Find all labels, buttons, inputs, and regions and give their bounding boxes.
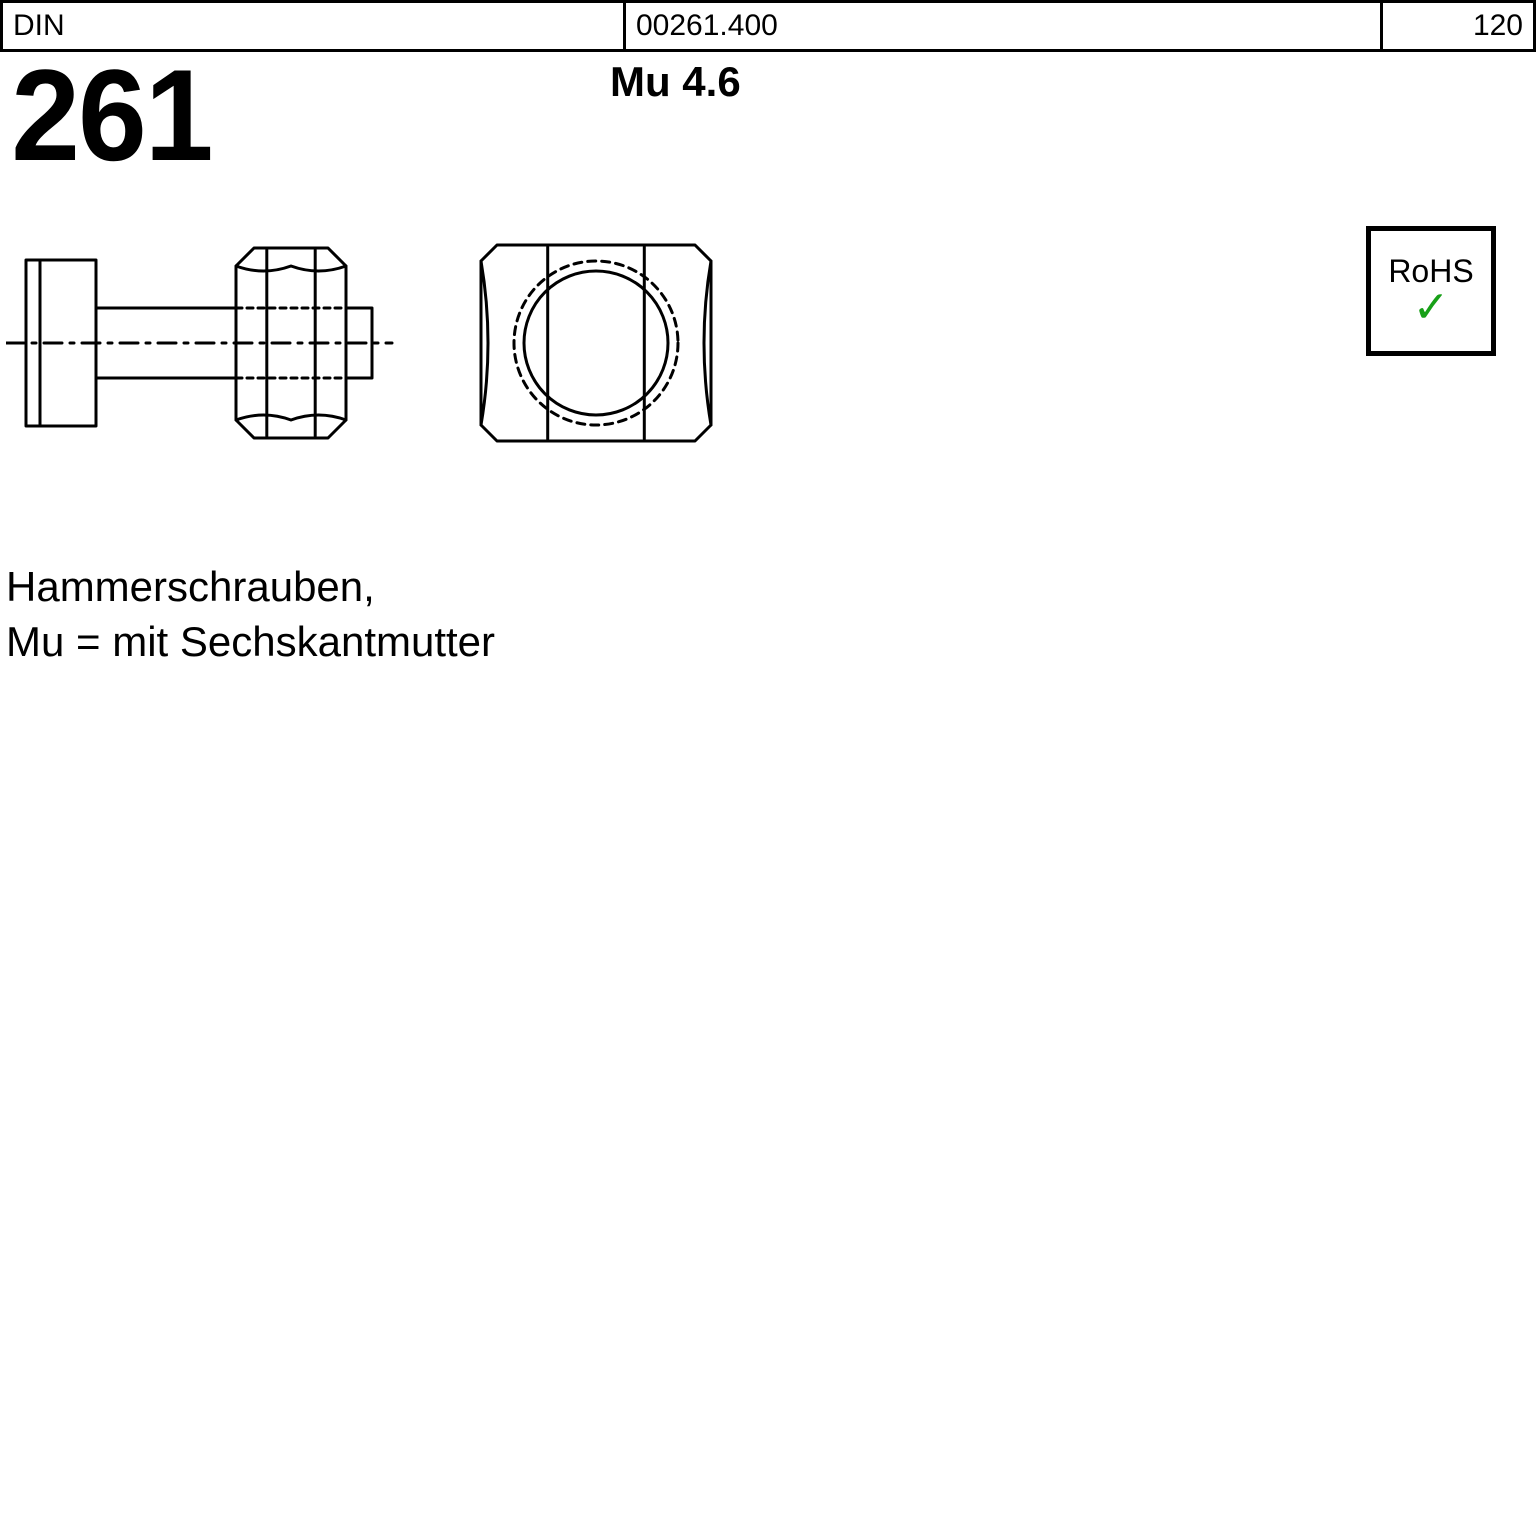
material-grade: Mu 4.6 xyxy=(610,58,741,106)
header-row: DIN 00261.400 120 xyxy=(0,0,1536,52)
description: Hammerschrauben, Mu = mit Sechskantmutte… xyxy=(6,560,495,669)
rohs-check-icon: ✓ xyxy=(1413,286,1450,330)
header-col-page: 120 xyxy=(1383,3,1533,49)
description-line1: Hammerschrauben, xyxy=(6,563,375,610)
header-col-code: 00261.400 xyxy=(626,3,1383,49)
standard-number: 261 xyxy=(11,40,211,190)
technical-drawing xyxy=(6,208,766,508)
description-line2: Mu = mit Sechskantmutter xyxy=(6,618,495,665)
rohs-badge: RoHS ✓ xyxy=(1366,226,1496,356)
